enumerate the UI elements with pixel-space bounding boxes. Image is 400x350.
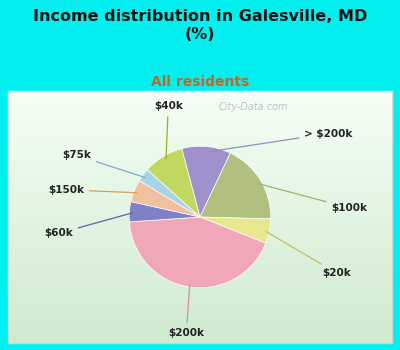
- Bar: [8, 299, 392, 305]
- Text: $20k: $20k: [266, 232, 351, 278]
- Bar: [8, 211, 392, 217]
- Bar: [8, 255, 392, 261]
- Bar: [8, 110, 392, 116]
- Bar: [8, 274, 392, 280]
- Bar: [8, 160, 392, 167]
- Bar: [8, 267, 392, 274]
- Wedge shape: [200, 153, 271, 219]
- Bar: [8, 141, 392, 148]
- Wedge shape: [182, 146, 230, 217]
- Bar: [8, 154, 392, 160]
- Text: Income distribution in Galesville, MD
(%): Income distribution in Galesville, MD (%…: [33, 9, 367, 42]
- Wedge shape: [200, 217, 271, 243]
- Wedge shape: [129, 217, 266, 288]
- Bar: [8, 179, 392, 186]
- Bar: [8, 148, 392, 154]
- Text: City-Data.com: City-Data.com: [219, 102, 289, 112]
- Bar: [8, 236, 392, 242]
- Bar: [8, 318, 392, 324]
- Bar: [8, 167, 392, 173]
- Bar: [8, 204, 392, 211]
- Bar: [8, 280, 392, 286]
- Bar: [8, 330, 392, 337]
- Text: $75k: $75k: [62, 150, 145, 177]
- Bar: [8, 97, 392, 104]
- Bar: [8, 248, 392, 255]
- Bar: [8, 173, 392, 179]
- Bar: [8, 91, 392, 343]
- Bar: [8, 122, 392, 129]
- Bar: [8, 116, 392, 122]
- Wedge shape: [139, 170, 200, 217]
- Bar: [8, 186, 392, 192]
- Text: > $200k: > $200k: [209, 128, 353, 152]
- Bar: [8, 129, 392, 135]
- Bar: [8, 217, 392, 223]
- Bar: [8, 192, 392, 198]
- Bar: [8, 230, 392, 236]
- Text: $60k: $60k: [44, 213, 132, 238]
- Bar: [8, 242, 392, 248]
- Bar: [8, 286, 392, 293]
- Bar: [8, 135, 392, 141]
- Bar: [8, 91, 392, 97]
- Bar: [8, 198, 392, 204]
- Text: All residents: All residents: [151, 75, 249, 89]
- Bar: [8, 312, 392, 318]
- Bar: [8, 104, 392, 110]
- Bar: [8, 261, 392, 267]
- Bar: [8, 305, 392, 312]
- Text: $40k: $40k: [154, 101, 183, 159]
- Wedge shape: [131, 181, 200, 217]
- Text: $150k: $150k: [48, 185, 137, 195]
- Bar: [8, 293, 392, 299]
- Wedge shape: [129, 202, 200, 222]
- Bar: [8, 324, 392, 330]
- Wedge shape: [147, 149, 200, 217]
- Bar: [8, 223, 392, 230]
- Text: $100k: $100k: [258, 184, 368, 213]
- Text: $200k: $200k: [168, 284, 204, 338]
- Bar: [8, 337, 392, 343]
